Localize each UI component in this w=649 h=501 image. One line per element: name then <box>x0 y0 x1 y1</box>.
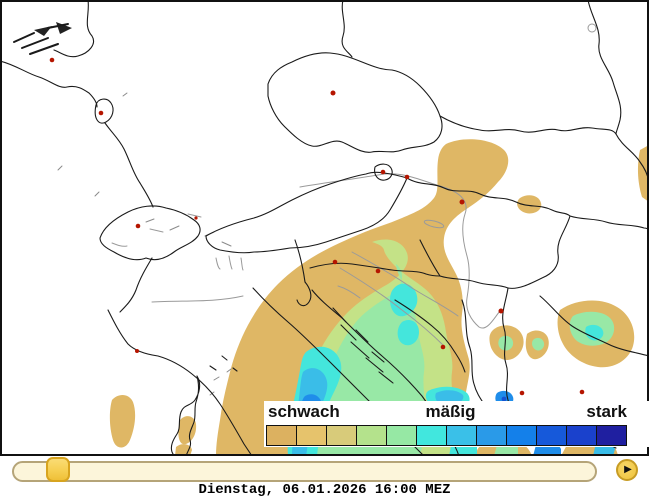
city-markers <box>49 57 585 396</box>
legend-label-weak: schwach <box>268 402 340 421</box>
legend-swatch <box>506 425 536 446</box>
timeline-controls: ▶ Dienstag, 06.01.2026 16:00 MEZ <box>0 456 649 501</box>
legend-swatch <box>536 425 566 446</box>
legend-swatches <box>266 425 627 446</box>
timeline-slider-track[interactable] <box>12 457 597 482</box>
legend-label-strong: stark <box>586 402 627 421</box>
timeline-date-label: Dienstag, 06.01.2026 16:00 MEZ <box>198 482 451 498</box>
legend-swatch <box>266 425 296 446</box>
play-icon: ▶ <box>624 464 632 475</box>
intensity-legend: schwach mäßig stark <box>264 401 649 447</box>
rivers-and-lakes <box>57 92 501 396</box>
weather-map <box>0 0 649 456</box>
legend-swatch <box>596 425 627 446</box>
legend-swatch <box>446 425 476 446</box>
legend-swatch <box>296 425 326 446</box>
legend-label-moderate: mäßig <box>425 402 476 421</box>
legend-swatch <box>476 425 506 446</box>
legend-swatch <box>356 425 386 446</box>
legend-swatch <box>326 425 356 446</box>
legend-swatch <box>386 425 416 446</box>
europe-precipitation-map <box>0 0 649 456</box>
play-button[interactable]: ▶ <box>616 459 638 481</box>
legend-swatch <box>416 425 446 446</box>
timeline-slider-thumb[interactable] <box>45 457 70 482</box>
legend-swatch <box>566 425 596 446</box>
map-frame <box>0 0 649 456</box>
